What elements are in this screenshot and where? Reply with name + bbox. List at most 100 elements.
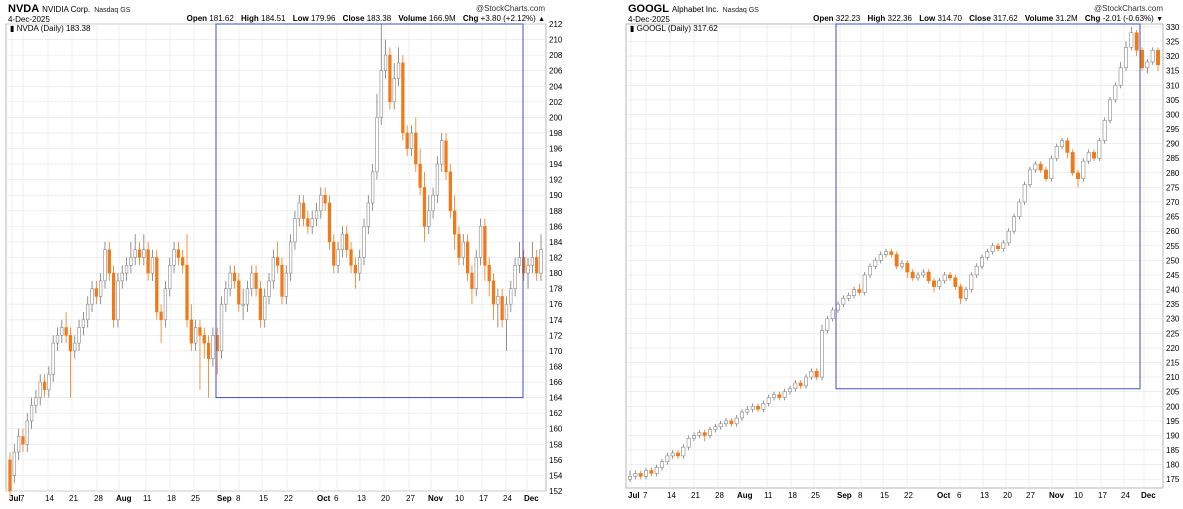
candle-down <box>926 271 931 282</box>
candle-down <box>1092 152 1096 159</box>
candle-up <box>846 295 851 299</box>
candle-up <box>1118 67 1123 86</box>
x-tick-label: Oct <box>937 491 951 500</box>
candle-up <box>628 476 632 480</box>
candle-down <box>457 233 461 258</box>
symbol: GOOGL <box>628 3 669 15</box>
close-label: Close <box>969 14 991 23</box>
candle-up <box>34 397 38 406</box>
x-tick-label: Dec <box>524 494 539 503</box>
y-tick-label: 175 <box>1166 475 1180 484</box>
candle-up <box>86 303 90 321</box>
candle-down <box>422 187 427 227</box>
candle-up <box>1060 140 1064 147</box>
candle-up <box>396 62 401 79</box>
candle-up <box>38 381 42 398</box>
y-tick-label: 204 <box>549 82 563 91</box>
y-tick-label: 160 <box>549 425 563 434</box>
googl-chart-svg: 175 180 185 190 195 200 205 210 215 220 225 230 235 2… <box>625 23 1180 500</box>
y-tick-label: 202 <box>549 98 563 107</box>
candle-up <box>496 296 500 305</box>
candle-legend-icon: ▮ <box>10 24 15 33</box>
y-tick-label: 164 <box>549 394 563 403</box>
volume-label: Volume <box>398 14 427 23</box>
candle-down <box>301 202 306 219</box>
chg-label: Chg <box>462 14 479 23</box>
candle-up <box>99 280 103 297</box>
candle-up <box>314 210 319 219</box>
high-label: High <box>867 14 886 23</box>
candle-up <box>241 303 245 306</box>
candle-up <box>60 327 64 336</box>
candle-down <box>185 264 189 321</box>
y-tick-label: 198 <box>549 129 563 138</box>
symbol-title: NVDA NVIDIA Corp. Nasdaq GS <box>8 3 130 15</box>
candle-down <box>889 251 894 255</box>
candle-down <box>777 394 782 398</box>
candle-up <box>942 274 947 282</box>
candle-down <box>1044 169 1048 179</box>
candle-up <box>379 70 383 118</box>
candle-down <box>522 257 526 274</box>
y-tick-label: 172 <box>549 331 563 340</box>
candle-down <box>306 218 310 227</box>
candle-down <box>155 257 159 313</box>
candle-down <box>353 264 358 274</box>
x-tick-label: Jul <box>628 491 640 500</box>
brand-label: @StockCharts.com <box>1093 4 1163 13</box>
candle-up <box>1012 216 1016 232</box>
candle-up <box>47 373 51 391</box>
candle-down <box>68 335 73 352</box>
x-tick-label: 6 <box>957 491 962 500</box>
candle-down <box>638 473 643 477</box>
candle-down <box>418 163 422 188</box>
candle-down <box>491 280 496 305</box>
candle-down <box>280 264 284 297</box>
candle-up <box>293 218 297 243</box>
candle-up <box>1150 49 1155 63</box>
low-label: Low <box>919 14 936 23</box>
x-tick-label: 20 <box>381 494 390 503</box>
down-arrow-icon: ▼ <box>1156 16 1163 23</box>
candle-up <box>370 171 375 204</box>
x-tick-label: 11 <box>764 491 773 500</box>
candle-up <box>1054 146 1059 159</box>
candle-up <box>974 265 979 276</box>
candle-up <box>284 272 288 297</box>
y-tick-label: 235 <box>1166 300 1180 309</box>
y-tick-label: 180 <box>1166 461 1180 470</box>
candle-up <box>474 257 478 289</box>
candle-up <box>1022 184 1027 203</box>
legend-text: GOOGL (Daily) 317.62 <box>636 24 718 33</box>
highlight-box <box>215 23 524 399</box>
chg-value: -2.01 (-0.63%) <box>1102 14 1154 23</box>
candle-up <box>461 241 465 258</box>
candle-up <box>517 257 522 266</box>
candle-up <box>504 303 509 321</box>
candle-up <box>435 163 440 196</box>
candle-down <box>405 132 409 149</box>
candle-up <box>211 335 215 359</box>
candle-up <box>990 245 995 252</box>
candle-down <box>958 286 963 299</box>
y-tick-label: 190 <box>1166 431 1180 440</box>
y-tick-label: 300 <box>1166 110 1180 119</box>
x-tick-label: 24 <box>1121 491 1130 500</box>
y-tick-label: 330 <box>1166 23 1180 32</box>
y-tick-label: 156 <box>549 456 563 465</box>
x-tick-label: 14 <box>45 494 54 503</box>
x-tick-label: Sep <box>217 494 232 503</box>
candle-up <box>150 257 155 274</box>
x-tick-label: Oct <box>317 494 331 503</box>
candle-up <box>862 274 867 293</box>
candle-up <box>830 309 835 320</box>
candle-up <box>103 249 107 282</box>
open-value: 322.23 <box>835 14 861 23</box>
x-tick-label: 15 <box>259 494 268 503</box>
y-tick-label: 200 <box>1166 402 1180 411</box>
candle-up <box>820 330 824 378</box>
candle-down <box>676 452 680 457</box>
up-arrow-icon: ▲ <box>538 16 545 23</box>
x-tick-label: 13 <box>980 491 989 500</box>
candle-up <box>250 272 254 289</box>
